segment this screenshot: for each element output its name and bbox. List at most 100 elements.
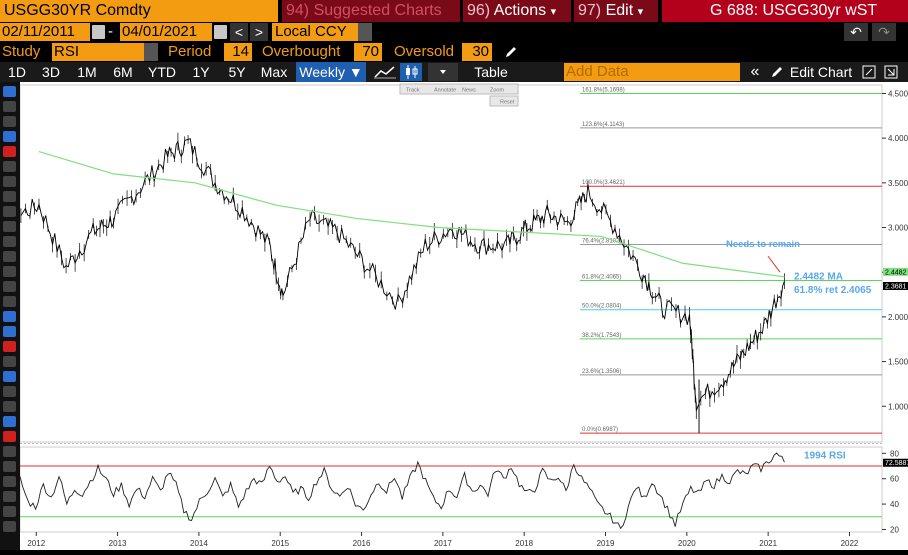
price-last-value-tag [883,281,908,290]
drawing-tool-button[interactable] [3,521,16,532]
y-tick-label: 1.500 [888,358,908,367]
next-period-button[interactable]: > [250,23,268,41]
range-button-3d[interactable]: 3D [42,64,60,80]
oversold-field[interactable]: 30 [462,43,492,61]
rsi-y-tick-label: 20 [890,525,899,534]
suggested-label: Suggested Charts [313,2,442,19]
collapse-icon[interactable]: « [750,63,760,80]
overbought-label: Overbought [262,43,341,60]
rsi-last-value: 72.5887 [885,460,908,467]
actions-button[interactable]: 96) Actions ▾ [463,0,571,22]
drawing-tool-button[interactable] [3,446,16,457]
drawing-tool-button[interactable] [3,461,16,472]
chart-style-dropdown[interactable] [428,63,458,81]
range-button-5y[interactable]: 5Y [228,64,246,80]
drawing-tool-button[interactable] [3,266,16,277]
candle-chart-icon[interactable] [400,63,422,81]
moving-average-line [38,150,785,278]
chart-svg[interactable]: 4.5004.0003.5003.0002.5002.0001.5001.000… [0,82,908,550]
annotation-needs-to-remain: Needs to remain [726,239,800,250]
x-tick-label: 2021 [759,539,777,548]
range-button-1d[interactable]: 1D [8,64,26,80]
prev-period-button[interactable]: < [230,23,248,41]
drawing-tool-button[interactable] [3,401,16,412]
drawing-tools-sidebar [0,82,20,550]
fib-level-label: 23.6%(1.3506) [582,369,621,375]
x-tick-label: 2022 [841,539,859,548]
add-data-input[interactable]: Add Data [564,63,740,81]
calendar-icon[interactable] [92,25,105,39]
drawing-tool-button[interactable] [3,161,16,172]
range-button-ytd[interactable]: YTD [148,64,176,80]
drawing-tool-button[interactable] [3,326,16,337]
mini-toolbar-button: Zoom [490,88,504,94]
drawing-tool-button[interactable] [3,101,16,112]
fib-level-label: 61.8%(2.4065) [582,275,621,281]
redo-icon[interactable]: ↷ [872,23,896,41]
drawing-tool-button[interactable] [3,371,16,382]
maximize-icon[interactable] [884,65,898,79]
rsi-panel [19,446,883,533]
oversold-label: Oversold [394,43,455,60]
edit-chart-button[interactable]: Edit Chart [789,64,853,80]
fib-level-label: 76.4%(2.8102) [582,238,621,244]
currency-dropdown-icon[interactable] [358,23,372,41]
chart-canvas[interactable]: 4.5004.0003.5003.0002.5002.0001.5001.000… [0,82,908,550]
drawing-tool-button[interactable] [3,191,16,202]
drawing-tool-button[interactable] [3,311,16,322]
price-line [20,138,785,411]
drawing-tool-button[interactable] [3,221,16,232]
drawing-tool-button[interactable] [3,341,16,352]
security-title: G 688: USGG30yr wST [662,0,908,22]
drawing-tool-button[interactable] [3,206,16,217]
drawing-tool-button[interactable] [3,356,16,367]
start-date-field[interactable]: 02/11/2011 [0,23,90,41]
range-button-max[interactable]: Max [260,64,288,80]
drawing-tool-button[interactable] [3,176,16,187]
drawing-tool-button[interactable] [3,251,16,262]
undo-icon[interactable]: ↶ [844,23,868,41]
study-label: Study [2,43,41,60]
drawing-tool-button[interactable] [3,281,16,292]
drawing-tool-button[interactable] [3,416,16,427]
ma-last-value-tag [883,267,908,276]
drawing-tool-button[interactable] [3,506,16,517]
range-button-1y[interactable]: 1Y [192,64,210,80]
table-button[interactable]: Table [474,64,508,80]
x-tick-label: 2016 [353,539,371,548]
edit-icon[interactable] [770,65,784,79]
end-date-field[interactable]: 04/01/2021 [120,23,212,41]
overbought-field[interactable]: 70 [354,43,382,61]
edit-dropdown-icon: ▾ [637,6,644,18]
ticker-field[interactable]: USGG30YR Comdty [0,0,278,22]
rsi-last-value-tag [883,458,908,467]
y-tick-label: 1.000 [888,402,908,411]
drawing-tool-button[interactable] [3,116,16,127]
drawing-tool-button[interactable] [3,386,16,397]
range-button-6m[interactable]: 6M [113,64,133,80]
drawing-tool-button[interactable] [3,476,16,487]
pencil-icon[interactable] [504,45,518,59]
drawing-tool-button[interactable] [3,236,16,247]
study-dropdown-icon[interactable] [144,43,158,61]
x-tick-label: 2019 [597,539,615,548]
drawing-tool-button[interactable] [3,86,16,97]
drawing-tool-button[interactable] [3,431,16,442]
study-select[interactable]: RSI [52,43,144,61]
line-chart-icon[interactable] [372,64,398,80]
drawing-tool-button[interactable] [3,146,16,157]
calendar-icon[interactable] [214,25,227,39]
rsi-y-tick-label: 40 [890,500,899,509]
drawing-tool-button[interactable] [3,296,16,307]
x-tick-label: 2018 [515,539,533,548]
range-button-1m[interactable]: 1M [77,64,97,80]
edit-button[interactable]: 97) Edit ▾ [574,0,658,22]
currency-select[interactable]: Local CCY [272,23,358,41]
frequency-select[interactable]: Weekly ▼ [296,62,366,82]
settings-icon[interactable] [862,65,876,79]
drawing-tool-button[interactable] [3,131,16,142]
study-row: Study RSI Period 14 Overbought 70 Overso… [0,42,908,62]
drawing-tool-button[interactable] [3,491,16,502]
suggested-charts-button[interactable]: 94) Suggested Charts [282,0,460,22]
period-field[interactable]: 14 [224,43,252,61]
